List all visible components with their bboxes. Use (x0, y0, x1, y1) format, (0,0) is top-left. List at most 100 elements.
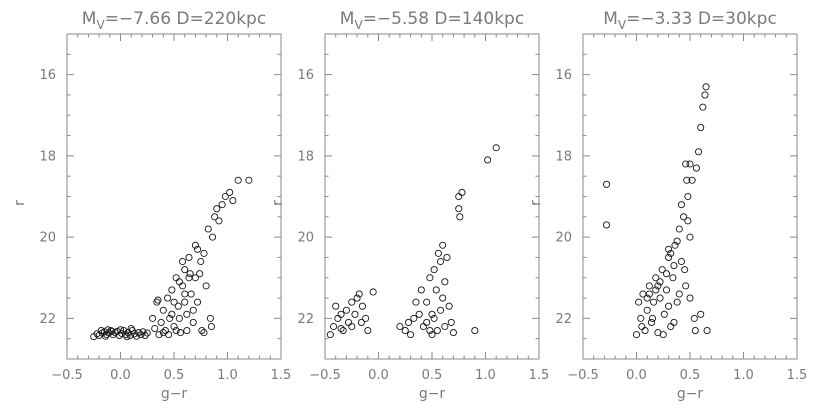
star-point (348, 298, 356, 306)
star-point (175, 314, 183, 322)
x-tick-label: 0.0 (110, 368, 131, 383)
star-point (602, 221, 611, 229)
y-tick-label: 16 (297, 68, 314, 83)
star-point (415, 310, 423, 318)
x-tick-label: −0.5 (309, 368, 341, 383)
star-point (697, 123, 705, 131)
plot-frame (66, 33, 282, 360)
star-point (351, 310, 359, 318)
star-point (208, 233, 217, 241)
x-tick-label: 0.0 (626, 368, 647, 383)
star-point (357, 318, 365, 326)
star-point (665, 302, 673, 310)
star-point (211, 213, 219, 221)
star-point (198, 327, 206, 335)
star-point (170, 322, 178, 331)
star-point (410, 314, 418, 322)
star-point (185, 253, 193, 261)
x-tick-label: 0.5 (164, 368, 185, 383)
star-point (176, 329, 184, 337)
panel-title: MV=−5.58 D=140kpc (340, 9, 524, 32)
star-point (334, 314, 342, 322)
star-point (670, 318, 678, 326)
x-tick-label: 1.0 (733, 368, 754, 383)
star-point (699, 103, 707, 111)
star-point (204, 225, 212, 233)
star-point (344, 318, 353, 326)
star-point (174, 302, 182, 310)
star-point (179, 282, 187, 290)
star-point (455, 192, 463, 201)
star-point (348, 322, 356, 331)
y-tick-label: 22 (39, 312, 56, 327)
star-point (645, 282, 653, 290)
star-point (683, 176, 691, 184)
star-point (191, 274, 199, 282)
star-point (649, 314, 657, 322)
star-point (181, 290, 189, 298)
star-point (449, 329, 457, 337)
star-point (701, 91, 709, 99)
star-point (695, 148, 703, 156)
star-point (186, 270, 194, 278)
star-point (677, 257, 685, 266)
star-point (417, 286, 425, 294)
title-magnitude-symbol: M (340, 9, 355, 29)
star-point (426, 327, 434, 335)
star-point (430, 314, 438, 322)
star-point (193, 298, 202, 306)
y-axis-label: r (270, 200, 286, 206)
star-point (168, 310, 176, 318)
star-point (484, 156, 492, 164)
star-point (682, 282, 690, 290)
data-points (326, 144, 500, 339)
star-point (662, 286, 671, 294)
star-point (684, 217, 692, 225)
star-point (686, 294, 694, 302)
star-point (439, 294, 447, 302)
cmd-panel-3: −0.5 0.0 0.5 1.0 1.5 16 18 20 22 g−r r MV=−3.33 D=3… (528, 9, 807, 402)
x-tick-label: 1.5 (529, 368, 550, 383)
title-magnitude-symbol: M (603, 9, 618, 29)
cmd-panel-1: −0.5 0.0 0.5 1.0 1.5 16 18 20 22 g−r r MV=−7.66 D=2… (12, 9, 291, 402)
star-point (682, 160, 690, 168)
star-point (645, 290, 653, 298)
star-point (369, 288, 377, 296)
x-tick-label: 1.5 (787, 368, 808, 383)
y-tick-label: 18 (555, 149, 572, 164)
star-point (667, 249, 675, 257)
star-point (221, 192, 229, 201)
star-point (677, 201, 685, 209)
star-point (179, 257, 187, 266)
star-point (430, 266, 438, 274)
title-magnitude-symbol: M (82, 9, 97, 29)
star-point (337, 324, 345, 333)
star-point (675, 225, 683, 233)
star-point (641, 327, 649, 335)
star-point (213, 205, 221, 213)
star-point (181, 266, 189, 274)
title-values: =−3.33 D=30kpc (626, 9, 777, 29)
panel-title: MV=−3.33 D=30kpc (603, 9, 777, 32)
star-point (650, 298, 658, 306)
star-point (168, 286, 176, 294)
data-points (90, 176, 253, 341)
star-point (662, 270, 671, 278)
x-tick-label: 0.5 (422, 368, 443, 383)
star-point (157, 318, 165, 326)
y-tick-label: 20 (39, 231, 56, 246)
star-point (229, 197, 237, 205)
star-point (358, 302, 367, 310)
star-point (703, 327, 711, 335)
star-point (189, 306, 197, 314)
star-point (686, 233, 694, 241)
star-point (654, 282, 662, 290)
star-point (437, 257, 445, 266)
y-tick-label: 22 (555, 312, 572, 327)
star-point (647, 318, 656, 326)
star-point (218, 201, 226, 209)
star-point (652, 274, 660, 282)
star-point (337, 310, 345, 318)
star-point (632, 331, 641, 339)
